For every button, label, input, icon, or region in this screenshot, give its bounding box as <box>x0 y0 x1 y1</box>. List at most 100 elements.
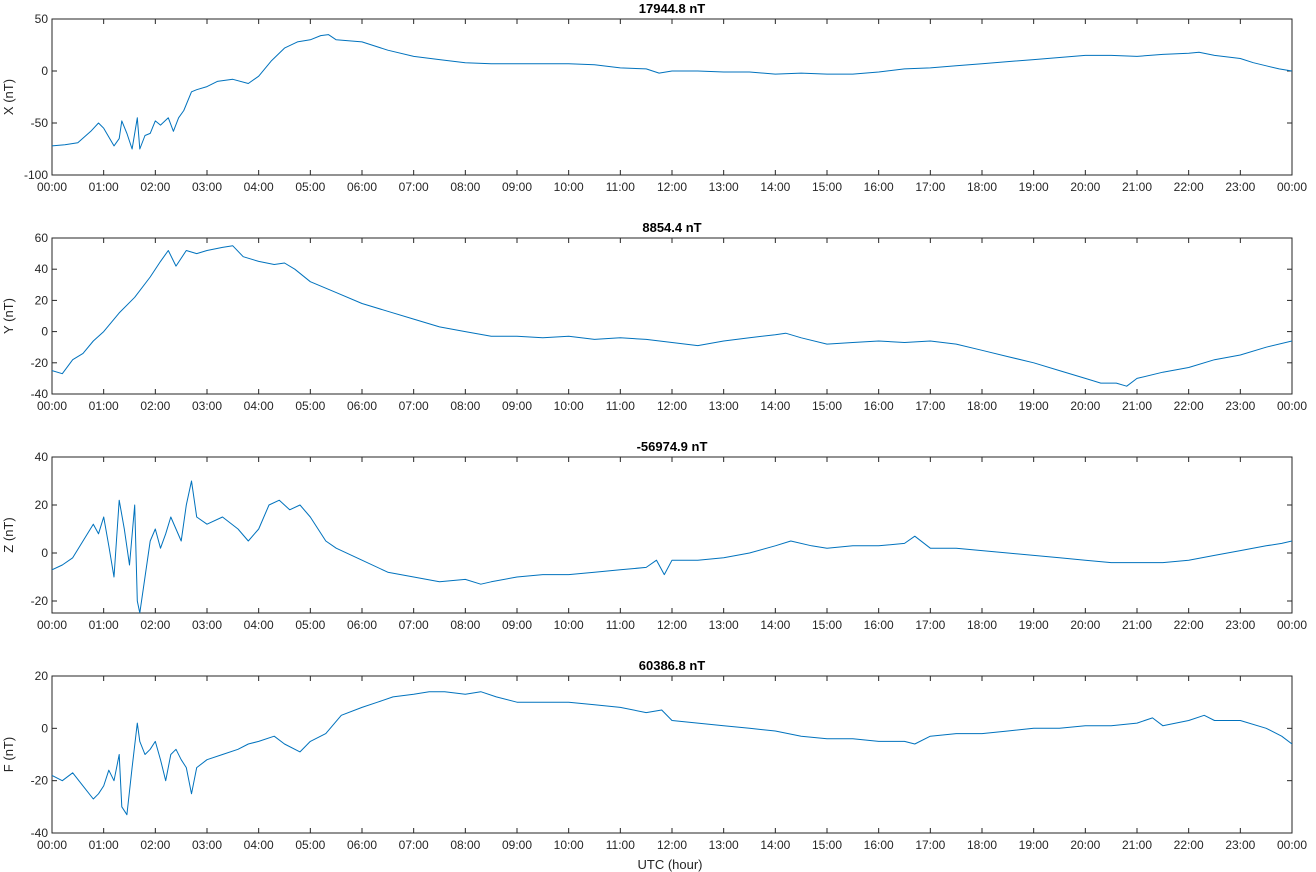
x-tick-label-z: 12:00 <box>657 618 687 632</box>
x-tick-label-x: 10:00 <box>554 180 584 194</box>
x-tick-label-f: 23:00 <box>1225 838 1255 852</box>
y-tick-label-z: -20 <box>31 594 49 608</box>
x-tick-label-z: 21:00 <box>1122 618 1152 632</box>
x-tick-label-x: 22:00 <box>1174 180 1204 194</box>
x-tick-label-x: 17:00 <box>915 180 945 194</box>
x-tick-label-z: 10:00 <box>554 618 584 632</box>
panel-title-y: 8854.4 nT <box>642 220 701 235</box>
panel-title-x: 17944.8 nT <box>639 1 706 16</box>
x-tick-label-y: 17:00 <box>915 399 945 413</box>
x-tick-label-f: 02:00 <box>140 838 170 852</box>
x-tick-label-f: 14:00 <box>760 838 790 852</box>
axes-box-z <box>51 456 1293 614</box>
x-tick-label-z: 22:00 <box>1174 618 1204 632</box>
x-tick-label-y: 18:00 <box>967 399 997 413</box>
x-tick-label-z: 02:00 <box>140 618 170 632</box>
x-tick-label-y: 00:00 <box>1277 399 1307 413</box>
x-tick-label-f: 15:00 <box>812 838 842 852</box>
x-tick-label-x: 15:00 <box>812 180 842 194</box>
y-tick-label-f: 20 <box>35 669 49 683</box>
x-tick-label-x: 00:00 <box>37 180 67 194</box>
y-tick-label-y: -40 <box>31 387 49 401</box>
x-tick-label-z: 08:00 <box>450 618 480 632</box>
x-tick-label-f: 17:00 <box>915 838 945 852</box>
x-tick-label-f: 08:00 <box>450 838 480 852</box>
x-tick-label-z: 14:00 <box>760 618 790 632</box>
x-tick-label-x: 23:00 <box>1225 180 1255 194</box>
x-tick-label-f: 01:00 <box>89 838 119 852</box>
x-tick-label-z: 16:00 <box>864 618 894 632</box>
x-tick-label-f: 00:00 <box>1277 838 1307 852</box>
y-tick-label-y: 60 <box>35 231 49 245</box>
x-tick-label-x: 13:00 <box>709 180 739 194</box>
y-axis-label-f: F (nT) <box>1 737 16 772</box>
x-axis-label: UTC (hour) <box>637 857 702 872</box>
y-tick-label-y: 20 <box>35 293 49 307</box>
x-tick-label-y: 22:00 <box>1174 399 1204 413</box>
x-tick-label-f: 04:00 <box>244 838 274 852</box>
axes-box-y <box>51 237 1293 395</box>
x-tick-label-x: 04:00 <box>244 180 274 194</box>
x-tick-label-x: 00:00 <box>1277 180 1307 194</box>
x-tick-label-f: 07:00 <box>399 838 429 852</box>
x-tick-label-x: 09:00 <box>502 180 532 194</box>
panel-y: 00:00 01:00 02:00 03:00 04:00 05:00 06:00 07:00… <box>1 220 1307 413</box>
y-tick-label-y: -20 <box>31 356 49 370</box>
y-tick-label-y: 0 <box>41 325 48 339</box>
x-tick-label-f: 16:00 <box>864 838 894 852</box>
y-tick-label-f: -20 <box>31 774 49 788</box>
x-tick-label-z: 00:00 <box>1277 618 1307 632</box>
x-tick-label-y: 21:00 <box>1122 399 1152 413</box>
x-tick-label-y: 02:00 <box>140 399 170 413</box>
panel-title-z: -56974.9 nT <box>637 439 708 454</box>
x-tick-label-y: 14:00 <box>760 399 790 413</box>
y-axis-label-y: Y (nT) <box>1 298 16 334</box>
x-tick-label-x: 11:00 <box>606 180 635 194</box>
x-tick-label-y: 16:00 <box>864 399 894 413</box>
x-tick-label-f: 22:00 <box>1174 838 1204 852</box>
x-tick-label-z: 05:00 <box>295 618 325 632</box>
x-tick-label-y: 11:00 <box>606 399 635 413</box>
x-tick-label-f: 09:00 <box>502 838 532 852</box>
x-tick-label-z: 09:00 <box>502 618 532 632</box>
y-axis-label-x: X (nT) <box>1 79 16 115</box>
y-tick-label-f: 0 <box>41 721 48 735</box>
x-tick-label-y: 15:00 <box>812 399 842 413</box>
y-tick-label-z: 0 <box>41 546 48 560</box>
x-tick-label-z: 17:00 <box>915 618 945 632</box>
axes-box-x <box>51 18 1293 176</box>
x-tick-label-z: 06:00 <box>347 618 377 632</box>
y-tick-label-z: 20 <box>35 498 49 512</box>
x-tick-label-f: 06:00 <box>347 838 377 852</box>
x-tick-label-x: 07:00 <box>399 180 429 194</box>
series-line-z <box>52 480 1292 613</box>
x-tick-label-x: 19:00 <box>1019 180 1049 194</box>
x-tick-label-z: 03:00 <box>192 618 222 632</box>
x-tick-label-y: 04:00 <box>244 399 274 413</box>
x-tick-label-f: 05:00 <box>295 838 325 852</box>
x-tick-label-y: 00:00 <box>37 399 67 413</box>
x-tick-label-x: 14:00 <box>760 180 790 194</box>
y-tick-label-x: -50 <box>31 116 49 130</box>
x-tick-label-z: 20:00 <box>1070 618 1100 632</box>
x-tick-label-x: 18:00 <box>967 180 997 194</box>
x-tick-label-x: 21:00 <box>1122 180 1152 194</box>
x-tick-label-f: 20:00 <box>1070 838 1100 852</box>
series-line-x <box>52 34 1292 150</box>
x-tick-label-y: 10:00 <box>554 399 584 413</box>
y-tick-label-x: 50 <box>35 12 49 26</box>
x-tick-label-y: 01:00 <box>89 399 119 413</box>
x-tick-label-x: 20:00 <box>1070 180 1100 194</box>
series-line-y <box>52 245 1292 387</box>
x-tick-label-y: 12:00 <box>657 399 687 413</box>
x-tick-label-x: 01:00 <box>89 180 119 194</box>
x-tick-label-x: 02:00 <box>140 180 170 194</box>
series-line-f <box>52 691 1292 816</box>
x-tick-label-x: 12:00 <box>657 180 687 194</box>
y-tick-label-x: 0 <box>41 64 48 78</box>
x-tick-label-z: 07:00 <box>399 618 429 632</box>
x-tick-label-y: 03:00 <box>192 399 222 413</box>
panel-f: 00:00 01:00 02:00 03:00 04:00 05:00 06:00 07:00… <box>1 658 1307 852</box>
x-tick-label-z: 23:00 <box>1225 618 1255 632</box>
